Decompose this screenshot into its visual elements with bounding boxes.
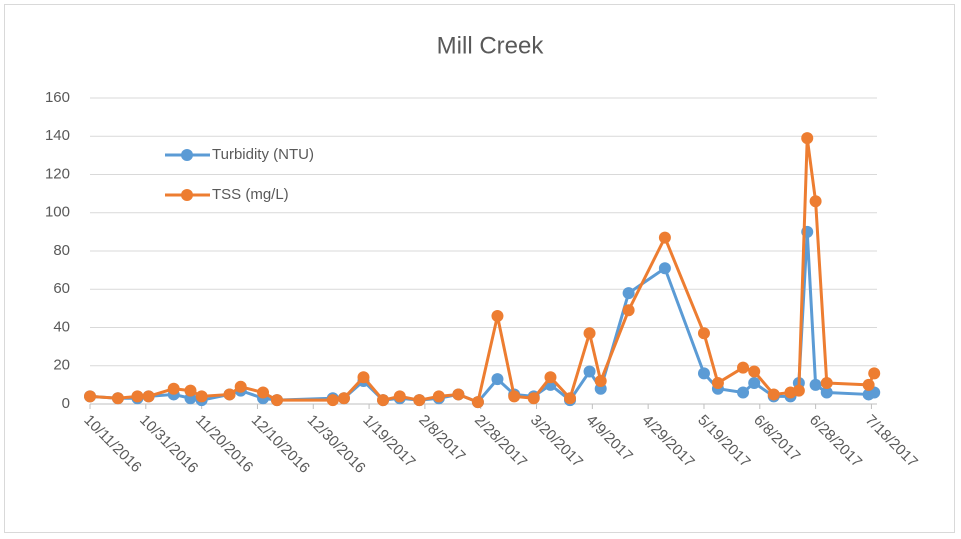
series-marker (748, 376, 761, 389)
series-marker (868, 367, 881, 380)
series-marker (167, 382, 180, 395)
series-marker (377, 394, 390, 407)
chart-frame (4, 4, 955, 533)
series-marker (527, 392, 540, 405)
series-marker (326, 394, 339, 407)
series-marker (622, 304, 635, 317)
series-marker (413, 394, 426, 407)
series-marker (820, 386, 833, 399)
series-marker (491, 373, 504, 386)
series-marker (234, 380, 247, 393)
series-marker (452, 388, 465, 401)
series-marker (257, 386, 270, 399)
series-marker (357, 371, 370, 384)
series-marker (748, 365, 761, 378)
series-marker (809, 378, 822, 391)
series-marker (697, 327, 710, 340)
series-marker (697, 367, 710, 380)
series-marker (801, 132, 814, 145)
series-marker (583, 365, 596, 378)
legend-label: TSS (mg/L) (212, 186, 289, 203)
series-marker (583, 327, 596, 340)
chart-title: Mill Creek (437, 32, 545, 59)
legend-marker (181, 189, 193, 201)
series-marker (564, 392, 577, 405)
y-tick-label: 40 (53, 318, 70, 335)
series-marker (195, 390, 208, 403)
series-marker (337, 392, 350, 405)
series-marker (594, 375, 607, 388)
series-marker (711, 376, 724, 389)
series-marker (809, 195, 822, 208)
series-marker (223, 388, 236, 401)
series-marker (792, 384, 805, 397)
series-marker (491, 310, 504, 323)
series-marker (658, 262, 671, 275)
series-marker (544, 371, 557, 384)
legend-label: Turbidity (NTU) (212, 146, 314, 163)
series-marker (820, 376, 833, 389)
y-tick-label: 80 (53, 242, 70, 259)
series-marker (737, 361, 750, 374)
y-tick-label: 140 (45, 127, 70, 144)
y-tick-label: 100 (45, 204, 70, 221)
series-marker (131, 390, 144, 403)
series-marker (862, 378, 875, 391)
series-marker (111, 392, 124, 405)
series-marker (270, 394, 283, 407)
series-marker (471, 396, 484, 409)
series-marker (508, 390, 521, 403)
series-marker (737, 386, 750, 399)
series-marker (142, 390, 155, 403)
series-marker (184, 384, 197, 397)
series-marker (432, 390, 445, 403)
series-marker (622, 287, 635, 300)
series-marker (658, 231, 671, 244)
y-tick-label: 160 (45, 89, 70, 106)
series-marker (393, 390, 406, 403)
y-tick-label: 0 (62, 395, 70, 412)
y-tick-label: 120 (45, 165, 70, 182)
y-tick-label: 20 (53, 357, 70, 374)
legend-marker (181, 149, 193, 161)
y-tick-label: 60 (53, 280, 70, 297)
series-marker (84, 390, 96, 403)
series-marker (767, 388, 780, 401)
